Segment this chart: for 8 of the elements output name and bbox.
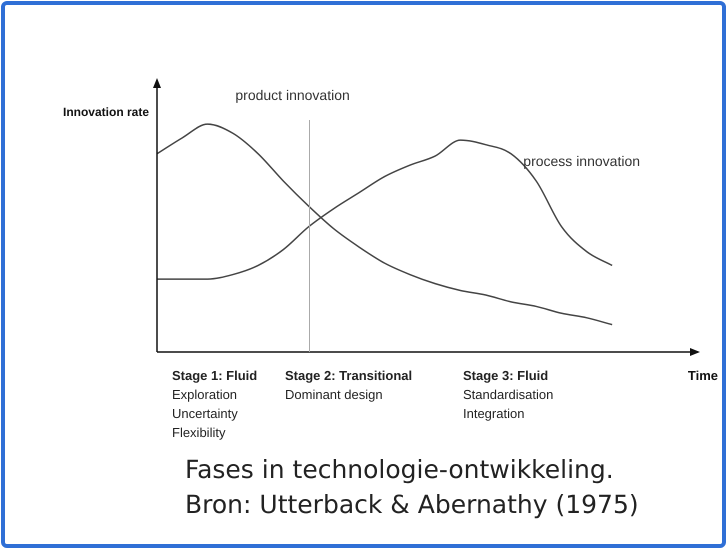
text: Stage 2: Transitional Dominant design <box>285 368 412 402</box>
x-axis-title: Time <box>688 368 718 383</box>
text: Stage 1: Fluid Exploration Uncertainty Flexibility <box>172 368 258 440</box>
series-label: product innovation <box>235 87 350 104</box>
series-label: process innovation <box>523 153 640 170</box>
text: Fases in technologie-ontwikkeling. Bron: Utterback & Abernathy (1975) <box>185 454 639 521</box>
text: Stage 3: Fluid Standardisation Integration <box>463 368 554 421</box>
y-axis-title: Innovation rate <box>62 105 150 119</box>
